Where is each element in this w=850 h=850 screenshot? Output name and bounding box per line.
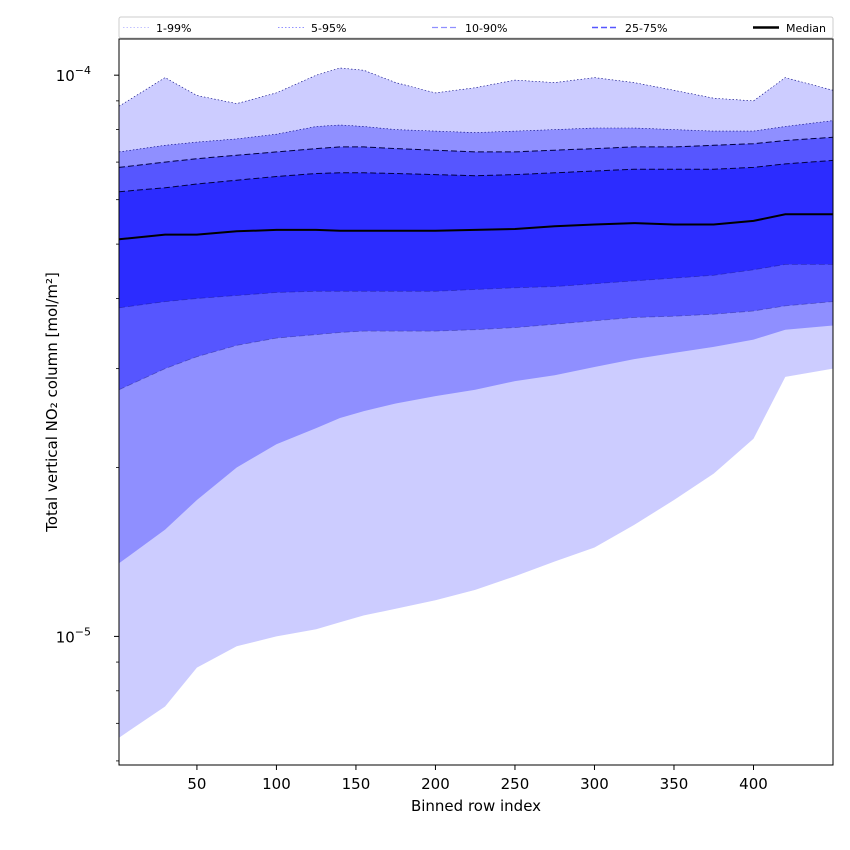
x-tick-label: 300 <box>580 775 609 793</box>
legend: 1-99% 5-95% 10-90% 25-75% Median <box>118 16 834 39</box>
x-tick-label: 200 <box>421 775 450 793</box>
legend-item: 10-90% <box>432 22 507 35</box>
band-lower-25-75 <box>118 264 833 309</box>
y-tick-label: 10−4 <box>56 64 91 85</box>
x-tick-label: 100 <box>262 775 291 793</box>
y-tick-label: 10−5 <box>56 625 91 646</box>
legend-item: 1-99% <box>123 22 191 35</box>
median-line <box>118 213 833 241</box>
band-lower-10-90 <box>118 301 834 391</box>
y-axis-label: Total vertical NO₂ column [mol/m²] <box>43 272 61 533</box>
band-25-75 <box>119 160 833 308</box>
legend-label: 1-99% <box>156 22 191 35</box>
x-axis-label: Binned row index <box>411 797 541 815</box>
legend-item: 25-75% <box>592 22 667 35</box>
percentile-bands <box>118 67 834 738</box>
x-tick-label: 250 <box>501 775 530 793</box>
legend-label: 5-95% <box>311 22 346 35</box>
legend-label: Median <box>786 22 826 35</box>
x-tick-label: 350 <box>660 775 689 793</box>
legend-item: Median <box>753 22 826 35</box>
x-tick-label: 150 <box>342 775 371 793</box>
band-upper-10-90 <box>118 136 834 168</box>
legend-box <box>118 16 834 39</box>
legend-label: 25-75% <box>625 22 667 35</box>
legend-label: 10-90% <box>465 22 507 35</box>
band-upper-25-75 <box>118 159 834 193</box>
x-tick-label: 50 <box>187 775 206 793</box>
x-tick-label: 400 <box>739 775 768 793</box>
median-layer <box>118 213 833 241</box>
x-axis: 50 100 150 200 250 300 350 400 <box>187 765 768 793</box>
legend-item: 5-95% <box>278 22 346 35</box>
y-axis: 10−4 10−5 <box>56 64 119 762</box>
plot-frame <box>118 38 834 766</box>
